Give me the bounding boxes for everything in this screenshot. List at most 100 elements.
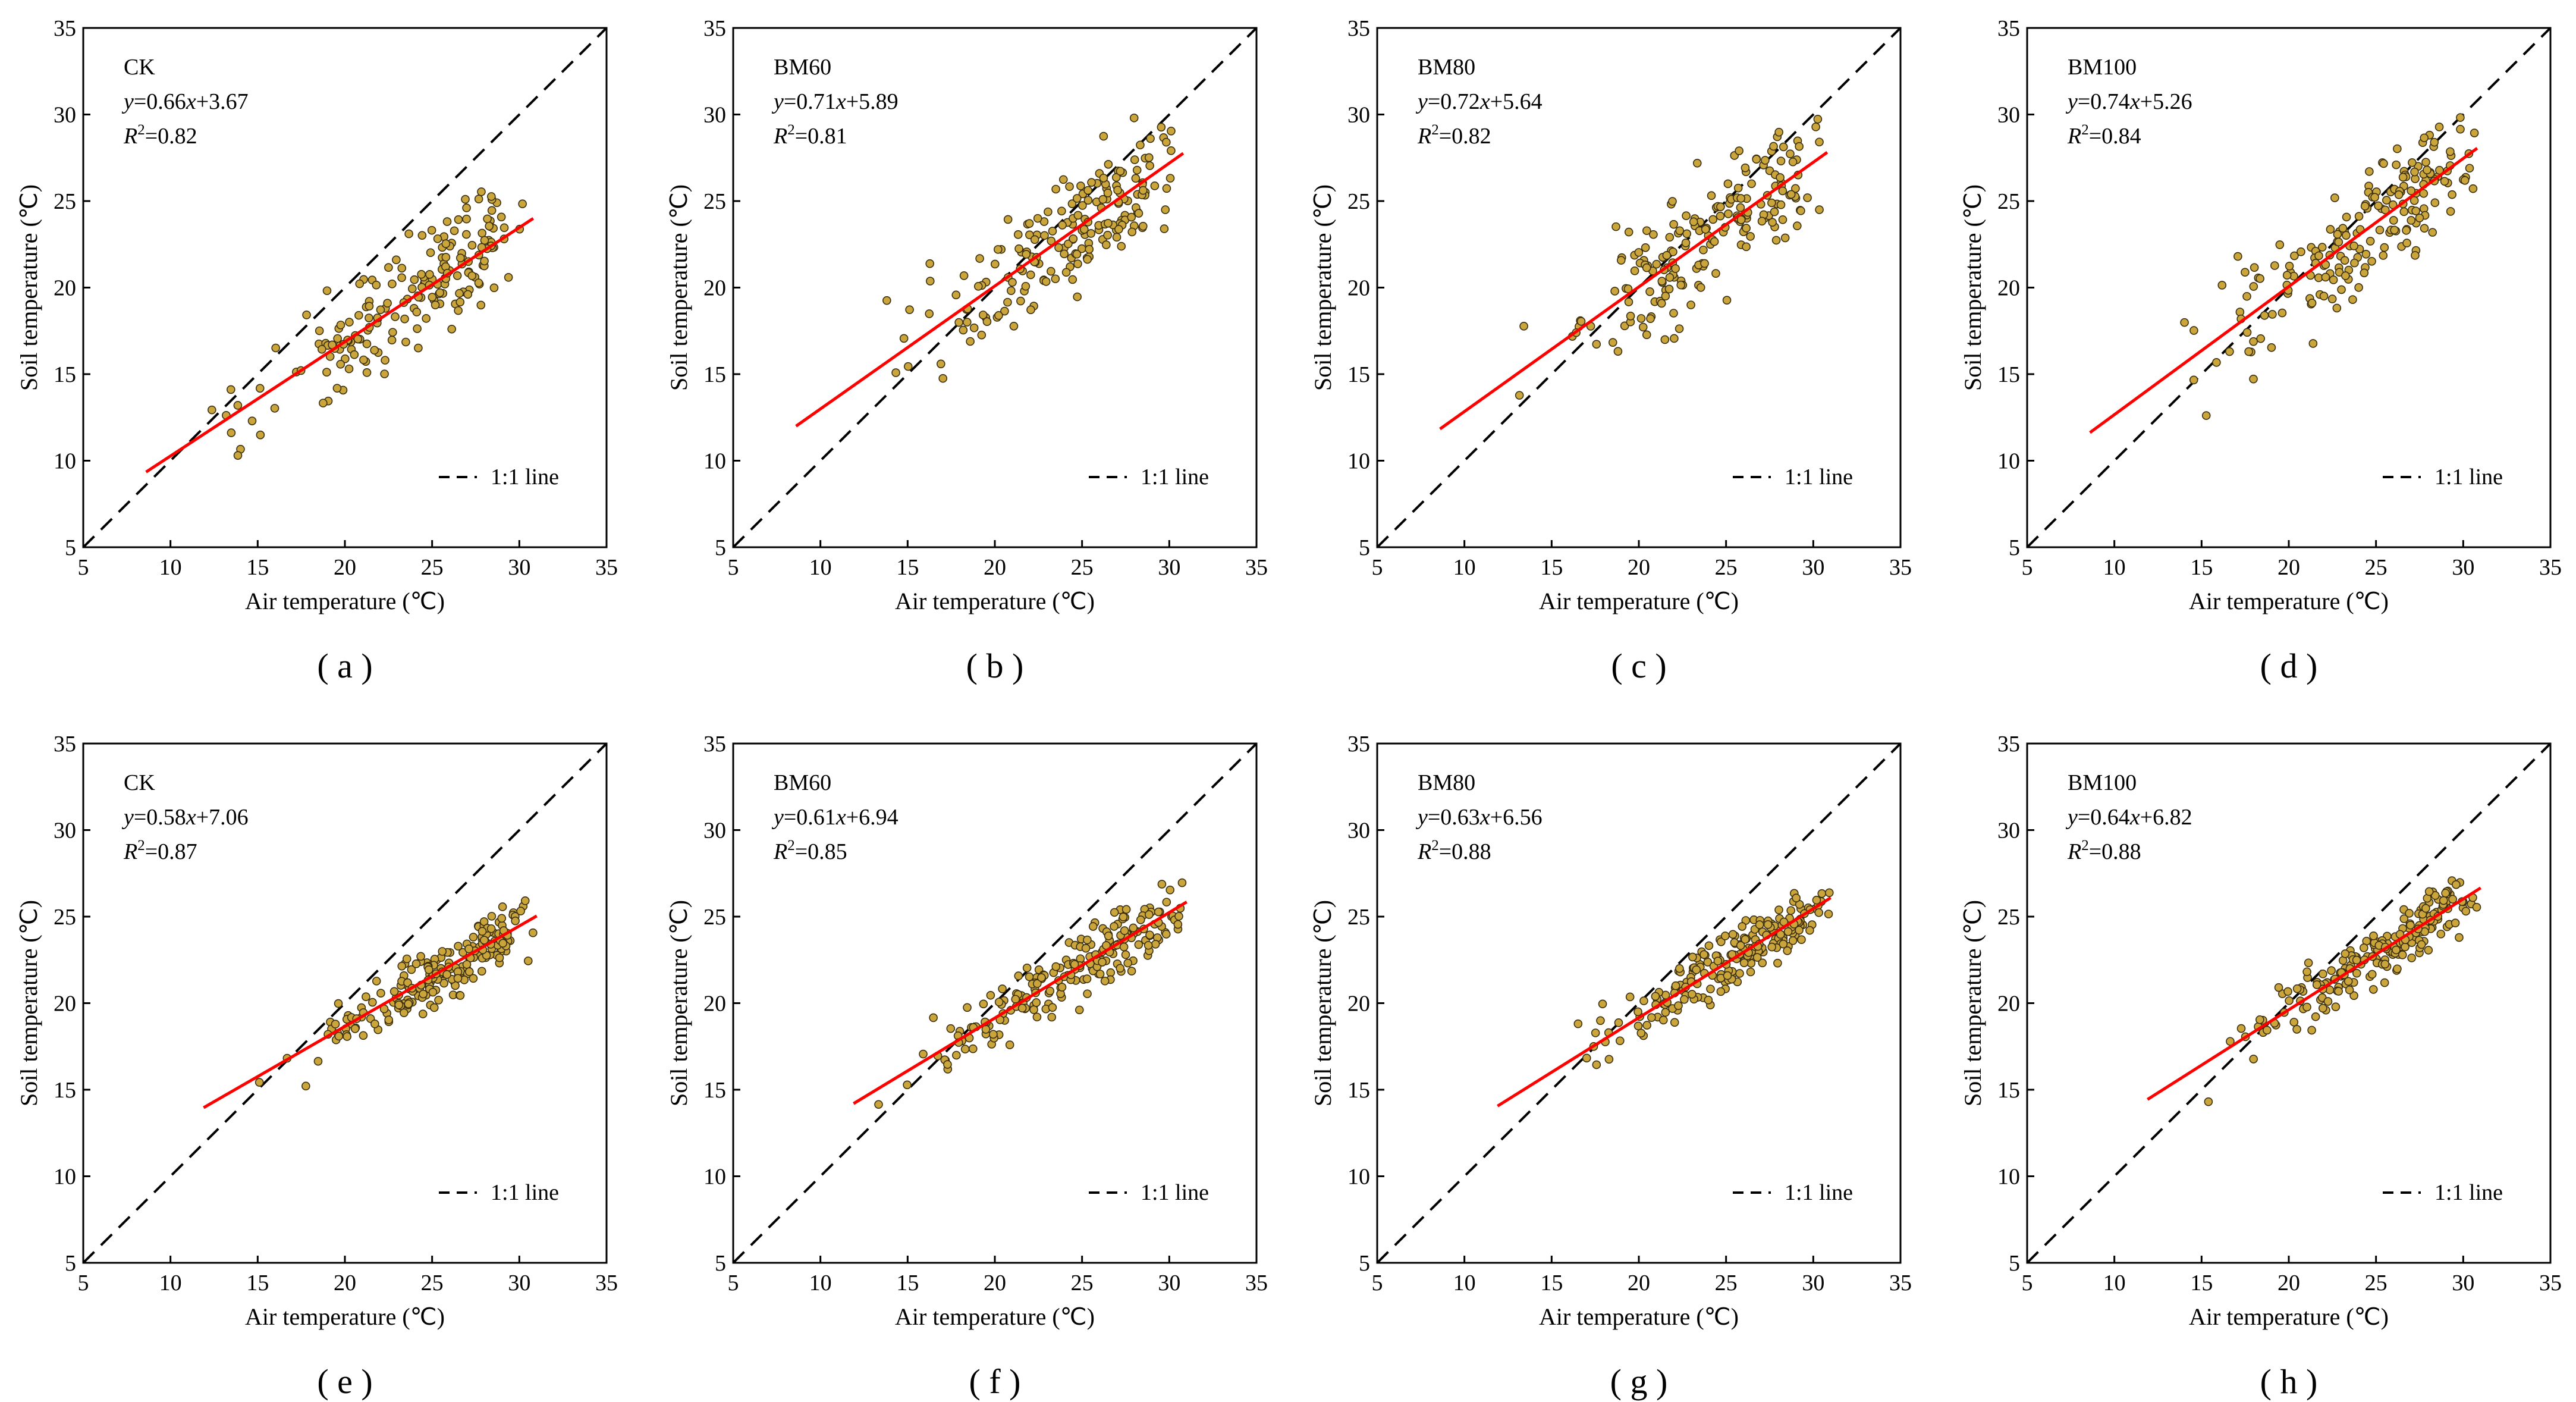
x-tick-label: 30 (508, 1271, 530, 1296)
data-point (372, 280, 381, 290)
data-point (1704, 941, 1714, 951)
regression-equation: y=0.72x+5.64 (1415, 89, 1543, 114)
data-point (1017, 1003, 1027, 1013)
data-point (413, 324, 422, 333)
data-point (2350, 258, 2359, 268)
data-point (454, 942, 463, 951)
data-point (1669, 219, 1678, 229)
data-point (1174, 912, 1183, 921)
data-point (1692, 965, 1701, 974)
data-point (2342, 231, 2351, 240)
x-tick-label: 20 (1628, 555, 1650, 580)
x-tick-label: 30 (1802, 555, 1824, 580)
data-point (461, 195, 470, 204)
data-point (2369, 931, 2378, 940)
data-point (1738, 922, 1747, 931)
data-point (2424, 946, 2433, 955)
data-point (1708, 215, 1718, 224)
data-point (1573, 1019, 1583, 1028)
data-point (2379, 159, 2388, 168)
data-point (447, 324, 456, 334)
scatter-points (874, 878, 1187, 1109)
data-point (418, 1009, 428, 1018)
treatment-label: BM60 (774, 770, 831, 795)
data-point (1616, 1036, 1625, 1046)
panel-caption: ( c ) (1611, 647, 1666, 685)
data-point (462, 960, 472, 969)
x-tick-label: 10 (809, 555, 832, 580)
x-tick-label: 25 (1715, 555, 1738, 580)
data-point (442, 970, 451, 979)
y-tick-label: 15 (1997, 1078, 2020, 1103)
data-point (1604, 1055, 1614, 1064)
data-point (1735, 146, 1743, 155)
data-point (2334, 237, 2343, 247)
data-point (2402, 226, 2411, 235)
data-point (372, 977, 381, 986)
data-point (1022, 963, 1032, 973)
y-tick-label: 35 (54, 732, 76, 757)
panel-h: 5 10 15 20 25 30 35 5 10 15 20 25 30 35 Air temperatur… (1959, 732, 2562, 1401)
data-point (477, 187, 486, 196)
y-tick-label: 30 (703, 818, 726, 843)
y-tick-label: 5 (715, 1251, 726, 1276)
y-tick-label: 10 (54, 1165, 76, 1190)
data-point (2250, 263, 2259, 272)
data-point (994, 998, 1004, 1006)
data-point (2332, 303, 2342, 313)
regression-line (853, 901, 1188, 1105)
data-point (2338, 224, 2348, 233)
data-point (1752, 953, 1762, 962)
data-point (1639, 996, 1648, 1005)
data-point (504, 272, 513, 282)
data-point (1095, 970, 1105, 978)
data-point (1098, 958, 1107, 967)
data-point (2275, 240, 2285, 249)
regression-equation: y=0.61x+6.94 (771, 805, 899, 830)
data-point (464, 967, 474, 976)
r2-symbol: R (1417, 839, 1431, 864)
data-point (469, 974, 478, 983)
data-point (2465, 164, 2474, 173)
y-tick-label: 25 (1347, 905, 1370, 930)
data-point (1003, 215, 1013, 224)
data-point (1146, 134, 1155, 143)
data-point (1608, 338, 1617, 347)
data-point (1696, 283, 1705, 292)
data-point (1633, 1021, 1643, 1031)
equation-y: y (1415, 805, 1428, 830)
equation-x: x (835, 89, 846, 114)
data-point (370, 346, 379, 355)
data-point (2255, 1015, 2264, 1024)
data-point (362, 339, 372, 349)
data-point (387, 335, 397, 345)
y-tick-label: 15 (703, 1078, 726, 1103)
data-point (498, 939, 508, 948)
data-point (2331, 1002, 2341, 1012)
y-tick-label: 10 (54, 449, 76, 474)
legend-label: 1:1 line (1141, 1180, 1209, 1205)
data-point (480, 256, 489, 266)
data-point (966, 337, 975, 346)
data-point (523, 956, 533, 965)
x-tick-label: 5 (2022, 555, 2033, 580)
x-tick-label: 5 (1372, 1271, 1383, 1296)
data-point (2277, 308, 2287, 318)
data-point (1741, 163, 1750, 172)
data-point (480, 936, 489, 945)
data-point (1083, 935, 1092, 945)
data-point (1075, 1005, 1084, 1015)
data-point (2319, 970, 2327, 978)
r-squared: R2=0.81 (773, 122, 847, 149)
regression-equation: y=0.58x+7.06 (121, 805, 249, 830)
data-point (2290, 251, 2299, 261)
r2-superscript: 2 (1431, 838, 1439, 854)
data-point (2417, 940, 2426, 949)
data-point (2407, 216, 2416, 225)
data-point (334, 1031, 344, 1041)
x-tick-label: 10 (1453, 555, 1476, 580)
x-tick-label: 5 (1372, 555, 1383, 580)
x-tick-label: 35 (2539, 555, 2562, 580)
regression-line (2147, 886, 2482, 1101)
